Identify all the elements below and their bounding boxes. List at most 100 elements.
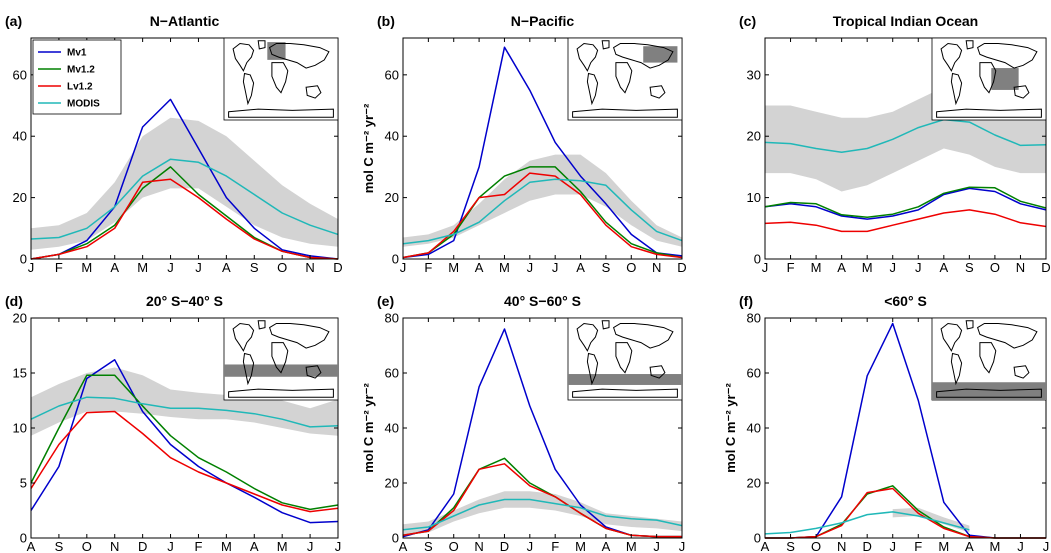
map-coastline bbox=[268, 43, 330, 69]
map-coastline bbox=[940, 42, 963, 72]
x-tick-label: M bbox=[575, 539, 586, 553]
x-tick-label: A bbox=[965, 539, 974, 553]
x-tick-label: D bbox=[138, 539, 147, 553]
map-coastline bbox=[950, 352, 963, 386]
series-line-lv12 bbox=[764, 209, 1047, 233]
map-coastline bbox=[242, 352, 255, 386]
map-inset bbox=[223, 37, 339, 121]
map-coastline bbox=[601, 40, 610, 50]
x-tick-label: A bbox=[837, 260, 846, 275]
map-region-shade bbox=[932, 382, 1046, 400]
x-tick-label: J bbox=[527, 260, 534, 275]
y-tick-label: 0 bbox=[20, 252, 27, 267]
panel-a: J F M A M J J A S O N D 0 20 40 60 N−Atlantic (a) Mv1 Mv1.2… bbox=[5, 13, 343, 275]
series-line-mv1 bbox=[30, 98, 339, 260]
map-coastline bbox=[649, 85, 666, 99]
x-tick-label: D bbox=[500, 539, 509, 553]
map-coastline bbox=[268, 323, 330, 349]
y-tick-label: 20 bbox=[747, 476, 761, 491]
map-frame bbox=[223, 317, 339, 401]
panel-title: N−Pacific bbox=[511, 13, 575, 29]
x-tick-label: J bbox=[653, 539, 660, 553]
x-tick-label: A bbox=[576, 260, 585, 275]
y-tick-label: 20 bbox=[385, 190, 399, 205]
map-coastline bbox=[936, 108, 1042, 118]
x-tick-label: A bbox=[939, 260, 948, 275]
map-coastline bbox=[271, 342, 289, 374]
x-tick-label: A bbox=[222, 260, 231, 275]
x-tick-label: M bbox=[938, 539, 949, 553]
y-tick-label: 60 bbox=[747, 366, 761, 381]
map-coastline bbox=[232, 42, 255, 72]
map-coastline bbox=[612, 323, 674, 349]
x-tick-label: J bbox=[167, 260, 174, 275]
y-tick-label: 40 bbox=[747, 421, 761, 436]
x-tick-label: O bbox=[990, 260, 1000, 275]
x-tick-label: J bbox=[28, 260, 35, 275]
x-tick-label: F bbox=[194, 539, 202, 553]
panel-label: (f) bbox=[739, 293, 753, 309]
map-coastline bbox=[936, 388, 1042, 398]
map-inset bbox=[223, 317, 339, 401]
series-line-modis bbox=[402, 498, 683, 531]
y-tick-label: 60 bbox=[385, 366, 399, 381]
series-line-mv12 bbox=[30, 374, 339, 511]
x-tick-label: S bbox=[965, 260, 974, 275]
x-tick-label: A bbox=[250, 539, 259, 553]
x-tick-label: A bbox=[27, 539, 36, 553]
x-tick-label: N bbox=[652, 260, 661, 275]
map-coastline bbox=[271, 62, 289, 94]
map-inset bbox=[931, 317, 1047, 401]
panel-label: (c) bbox=[739, 13, 756, 29]
map-coastline bbox=[576, 42, 599, 72]
axes-frame bbox=[764, 37, 1047, 260]
x-tick-label: O bbox=[811, 539, 821, 553]
map-coastline bbox=[979, 62, 997, 94]
y-tick-label: 40 bbox=[385, 129, 399, 144]
x-tick-label: O bbox=[277, 260, 287, 275]
panel-label: (d) bbox=[5, 293, 23, 309]
x-tick-label: M bbox=[811, 260, 822, 275]
map-coastline bbox=[586, 72, 599, 106]
axes-frame bbox=[402, 37, 683, 260]
map-coastline bbox=[940, 322, 963, 352]
map-coastline bbox=[576, 322, 599, 352]
x-tick-label: J bbox=[679, 539, 686, 553]
x-tick-label: J bbox=[167, 539, 174, 553]
x-tick-label: F bbox=[787, 260, 795, 275]
x-tick-label: D bbox=[677, 260, 686, 275]
map-region-shade bbox=[991, 68, 1019, 90]
x-tick-label: M bbox=[989, 539, 1000, 553]
panel-label: (e) bbox=[377, 293, 394, 309]
y-axis-label: mol C m⁻² yr⁻² bbox=[361, 383, 376, 473]
series-line-modis bbox=[30, 396, 339, 428]
panel-e: A S O N D J F M A M J J 0 20 40 60 80 mol C m⁻² yr⁻² 40° S… bbox=[361, 293, 685, 553]
map-coastline bbox=[979, 342, 997, 374]
map-frame bbox=[567, 317, 683, 401]
x-tick-label: F bbox=[914, 539, 922, 553]
map-coastline bbox=[586, 352, 599, 386]
map-inset bbox=[567, 317, 683, 401]
map-coastline bbox=[612, 43, 674, 69]
map-frame bbox=[931, 37, 1047, 121]
x-tick-label: M bbox=[277, 539, 288, 553]
panel-title: 20° S−40° S bbox=[146, 293, 223, 309]
x-tick-label: S bbox=[424, 539, 433, 553]
map-inset bbox=[567, 37, 683, 121]
map-coastline bbox=[965, 40, 974, 50]
legend-label: Mv1 bbox=[67, 48, 87, 59]
y-tick-label: 5 bbox=[20, 476, 27, 491]
series-line-mv1 bbox=[30, 359, 339, 524]
map-region-shade bbox=[224, 364, 338, 377]
y-tick-label: 0 bbox=[20, 531, 27, 546]
map-coastline bbox=[976, 323, 1038, 349]
x-tick-label: J bbox=[915, 260, 922, 275]
map-coastline bbox=[615, 342, 633, 374]
y-tick-label: 20 bbox=[13, 190, 27, 205]
x-tick-label: M bbox=[499, 260, 510, 275]
x-tick-label: A bbox=[761, 539, 770, 553]
y-tick-label: 30 bbox=[747, 67, 761, 82]
map-coastline bbox=[1013, 85, 1030, 99]
